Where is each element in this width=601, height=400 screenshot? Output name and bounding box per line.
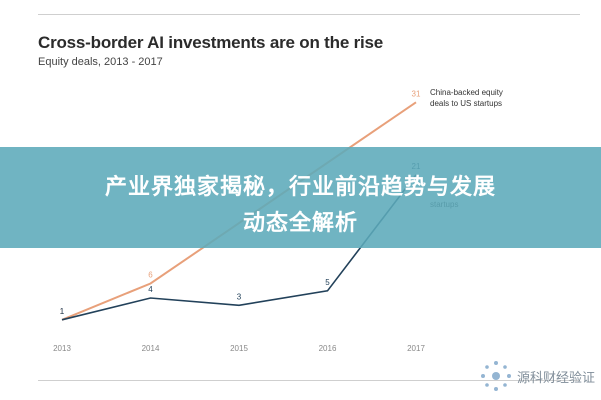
x-tick-2017: 2017	[407, 344, 425, 353]
data-label-dark-2015: 3	[237, 292, 242, 301]
data-label-dark-2014: 4	[148, 285, 153, 294]
watermark-logo-icon	[480, 361, 511, 391]
series-label-orange-line2: deals to US startups	[430, 99, 502, 108]
chart-title: Cross-border AI investments are on the r…	[38, 33, 384, 52]
data-label-dark-2013: 1	[60, 307, 65, 316]
headline-banner: 产业界独家揭秘，行业前沿趋势与发展 动态全解析	[0, 147, 601, 248]
data-label-orange-2017: 31	[412, 89, 421, 98]
banner-line-1: 产业界独家揭秘，行业前沿趋势与发展	[104, 175, 496, 200]
series-label-orange-line1: China-backed equity	[430, 88, 503, 97]
x-tick-2013: 2013	[53, 344, 71, 353]
data-label-orange-2013: 1	[60, 307, 65, 316]
watermark: 源科财经验证	[479, 356, 595, 396]
x-tick-2016: 2016	[319, 344, 337, 353]
watermark-name: 源科财经验证	[516, 370, 595, 386]
top-divider	[38, 14, 580, 15]
x-axis-ticks: 2013 2014 2015 2016 2017	[53, 344, 425, 353]
bottom-divider	[38, 380, 580, 381]
data-label-dark-2016: 5	[325, 278, 330, 287]
x-tick-2015: 2015	[230, 344, 248, 353]
series-line-dark	[61, 174, 417, 321]
data-label-orange-2014: 6	[148, 271, 153, 280]
x-tick-2014: 2014	[142, 344, 160, 353]
banner-line-2: 动态全解析	[242, 211, 358, 236]
chart-subtitle: Equity deals, 2013 - 2017	[38, 56, 163, 68]
